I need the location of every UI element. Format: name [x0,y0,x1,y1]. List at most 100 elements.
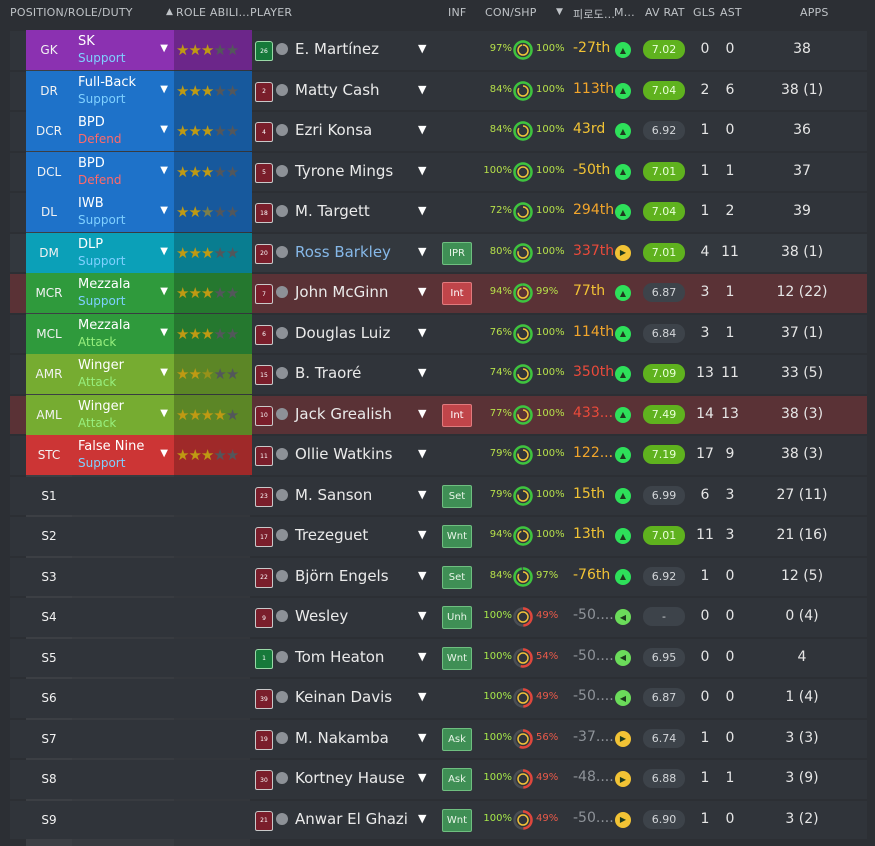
position-cell[interactable]: S2 [41,529,57,543]
player-name[interactable]: Ollie Watkins [295,445,393,463]
position-cell[interactable]: DM [26,232,72,273]
chevron-down-icon[interactable]: ▼ [418,325,427,339]
table-row[interactable]: MCL Mezzala Attack ▼ ★ ★ ★ ★ ★ 6 Douglas Luiz ▼ 76% 1… [0,313,875,355]
interaction-badge[interactable]: IPR [442,241,472,265]
chevron-down-icon[interactable]: ▼ [418,771,427,784]
table-row[interactable]: S8 30 Kortney Hause ▼ Ask 100% 49% -48.... ▶ 6.88… [0,759,875,800]
table-row[interactable]: S7 19 M. Nakamba ▼ Ask 100% 56% -37.... ▶ 6.74 1 0 3… [0,719,875,760]
table-row[interactable]: DM DLP Support ▼ ★ ★ ★ ★ ★ 20 Ross Barkley ▼ IPR 80% 1… [0,232,875,274]
chevron-down-icon[interactable]: ▼ [160,407,168,419]
header-fatigue[interactable]: 피로도... [573,8,616,21]
player-name[interactable]: Jack Grealish [295,404,392,423]
chevron-down-icon[interactable]: ▼ [418,244,427,258]
position-cell[interactable]: S8 [41,772,57,786]
table-row[interactable]: DCR BPD Defend ▼ ★ ★ ★ ★ ★ 4 Ezri Konsa ▼ 84% 100% 43r… [0,111,875,152]
chevron-down-icon[interactable]: ▼ [418,82,427,96]
table-row[interactable]: S6 39 Keinan Davis ▼ 100% 49% -50.... ◀ 6.87 0 0 1 … [0,678,875,719]
chevron-down-icon[interactable]: ▼ [418,487,427,501]
chevron-down-icon[interactable]: ▼ [160,205,168,216]
role-duty-selector[interactable] [72,759,174,799]
table-row[interactable]: STC False Nine Support ▼ ★ ★ ★ ★ ★ 11 Ollie Watkin… [0,435,875,476]
role-duty-selector[interactable]: SK Support ▼ [72,30,174,70]
chevron-down-icon[interactable]: ▼ [160,83,168,95]
interaction-badge[interactable]: Unh [442,606,472,629]
position-cell[interactable]: S1 [41,488,57,503]
chevron-down-icon[interactable]: ▼ [160,43,168,54]
player-name[interactable]: Douglas Luiz [295,323,391,342]
chevron-down-icon[interactable]: ▼ [418,690,427,703]
chevron-down-icon[interactable]: ▼ [418,204,427,217]
header-position[interactable]: POSITION/ROLE/DUTY [10,6,133,19]
chevron-down-icon[interactable]: ▼ [418,447,427,460]
role-duty-selector[interactable]: DLP Support ▼ [72,232,174,273]
chevron-down-icon[interactable]: ▼ [418,42,427,55]
role-duty-selector[interactable]: Mezzala Support ▼ [72,273,174,313]
position-cell[interactable]: S4 [41,610,57,624]
position-cell[interactable]: STC [26,435,72,475]
player-name[interactable]: M. Nakamba [295,728,389,747]
table-row[interactable]: S4 9 Wesley ▼ Unh 100% 49% -50.... ◀ -0 0 0 (4) [0,597,875,638]
interaction-badge[interactable]: Wnt [442,646,472,670]
player-name[interactable]: Ezri Konsa [295,121,373,139]
player-name[interactable]: Tom Heaton [295,647,385,666]
header-morale[interactable]: M... [614,6,635,19]
chevron-down-icon[interactable]: ▼ [160,448,168,459]
position-cell[interactable]: S7 [41,731,57,746]
chevron-down-icon[interactable]: ▼ [418,406,427,420]
role-duty-selector[interactable]: Mezzala Attack ▼ [72,313,174,354]
role-duty-selector[interactable]: Winger Attack ▼ [72,394,174,435]
table-row[interactable]: S9 21 Anwar El Ghazi ▼ Wnt 100% 49% -50.... ▶ 6.9… [0,800,875,841]
table-row[interactable]: DL IWB Support ▼ ★ ★ ★ ★ ★ 18 M. Targett ▼ 72% 100% 29… [0,192,875,233]
player-name[interactable]: Kortney Hause [295,769,405,787]
header-gls[interactable]: GLS [693,6,716,19]
position-cell[interactable]: S9 [41,812,57,827]
role-duty-selector[interactable]: BPD Defend ▼ [72,151,174,192]
position-cell[interactable]: MCR [26,273,72,313]
player-name[interactable]: M. Targett [295,202,370,220]
chevron-down-icon[interactable]: ▼ [418,285,427,298]
chevron-down-icon[interactable]: ▼ [418,366,427,379]
role-duty-selector[interactable] [72,476,174,516]
interaction-badge[interactable]: Ask [442,727,472,751]
chevron-down-icon[interactable]: ▼ [418,730,427,744]
table-row[interactable]: AMR Winger Attack ▼ ★ ★ ★ ★ ★ 15 B. Traoré ▼ 74% 100%… [0,354,875,395]
interaction-badge[interactable]: Ask [442,768,472,791]
position-cell[interactable]: DR [26,70,72,111]
position-cell[interactable]: DL [26,192,72,232]
role-duty-selector[interactable]: BPD Defend ▼ [72,111,174,151]
role-duty-selector[interactable] [72,800,174,840]
role-duty-selector[interactable] [72,638,174,678]
role-duty-selector[interactable] [72,678,174,718]
header-role-ability[interactable]: ROLE ABILI... [176,6,250,19]
interaction-badge[interactable]: Set [442,484,472,508]
player-name[interactable]: Matty Cash [295,80,380,99]
interaction-badge[interactable]: Int [442,282,472,305]
chevron-down-icon[interactable]: ▼ [418,609,427,622]
chevron-down-icon[interactable]: ▼ [418,811,427,825]
player-name[interactable]: Trezeguet [295,526,369,544]
table-row[interactable]: DR Full-Back Support ▼ ★ ★ ★ ★ ★ 2 Matty Cash ▼ 84% 1… [0,70,875,112]
interaction-badge[interactable]: Wnt [442,525,472,548]
position-cell[interactable]: S5 [41,650,57,665]
interaction-badge[interactable]: Int [442,403,472,427]
header-apps[interactable]: APPS [800,6,829,19]
position-cell[interactable]: AML [26,394,72,435]
header-con-shp[interactable]: CON/SHP [485,6,537,19]
player-name[interactable]: Keinan Davis [295,688,393,706]
position-cell[interactable]: S6 [41,691,57,705]
table-row[interactable]: GK SK Support ▼ ★ ★ ★ ★ ★ 26 E. Martínez ▼ 97% 100% -2… [0,30,875,71]
table-row[interactable]: S2 17 Trezeguet ▼ Wnt 94% 100% 13th ▲ 7.01 11 3 21 (… [0,516,875,557]
role-duty-selector[interactable] [72,557,174,597]
interaction-badge[interactable]: Wnt [442,808,472,832]
header-inf[interactable]: INF [448,6,467,19]
position-cell[interactable]: GK [26,30,72,70]
position-cell[interactable]: AMR [26,354,72,394]
table-row[interactable]: MCR Mezzala Support ▼ ★ ★ ★ ★ ★ 7 John McGinn ▼ Int 9… [0,273,875,314]
chevron-down-icon[interactable]: ▼ [418,649,427,663]
chevron-down-icon[interactable]: ▼ [160,245,168,257]
table-row[interactable]: DCL BPD Defend ▼ ★ ★ ★ ★ ★ 5 Tyrone Mings ▼ 100% 100%… [0,151,875,193]
player-name[interactable]: John McGinn [295,283,389,301]
role-duty-selector[interactable] [72,719,174,759]
chevron-down-icon[interactable]: ▼ [160,124,168,135]
position-cell[interactable]: MCL [26,313,72,354]
